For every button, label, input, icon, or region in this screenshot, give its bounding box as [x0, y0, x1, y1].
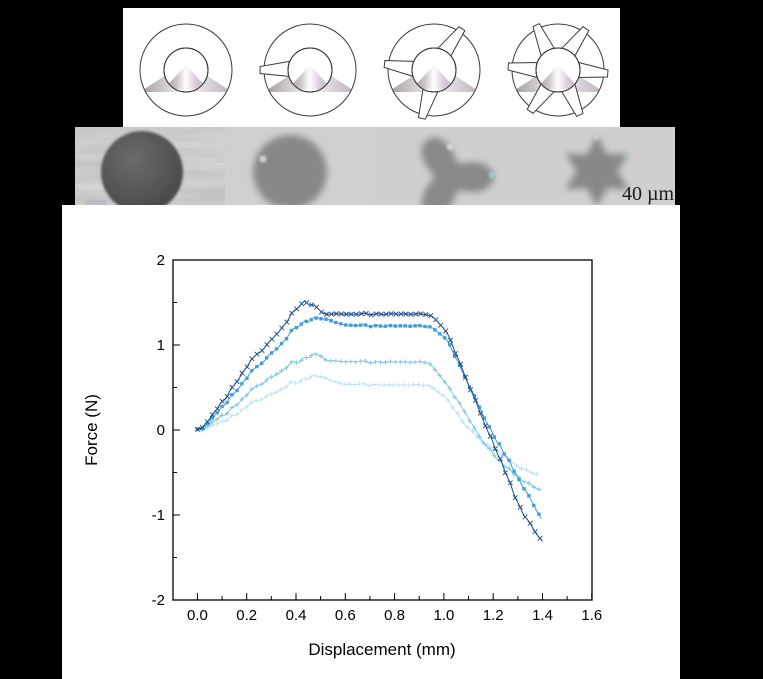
- svg-text:1.2: 1.2: [483, 607, 504, 624]
- svg-text:Displacement (mm): Displacement (mm): [308, 640, 455, 659]
- svg-text:Force (N): Force (N): [82, 394, 101, 466]
- svg-text:1.0: 1.0: [433, 607, 454, 624]
- svg-text:1.6: 1.6: [581, 607, 602, 624]
- svg-text:40 µm: 40 µm: [622, 183, 675, 205]
- svg-text:1.4: 1.4: [532, 607, 553, 624]
- svg-text:-1: -1: [152, 507, 165, 524]
- svg-text:0.0: 0.0: [187, 607, 208, 624]
- svg-text:0.6: 0.6: [335, 607, 356, 624]
- svg-text:0.8: 0.8: [384, 607, 405, 624]
- svg-text:1: 1: [157, 337, 165, 354]
- svg-text:0.2: 0.2: [236, 607, 257, 624]
- svg-text:0: 0: [157, 422, 165, 439]
- svg-text:-2: -2: [152, 592, 165, 609]
- svg-text:0.4: 0.4: [286, 607, 307, 624]
- svg-text:2: 2: [157, 252, 165, 269]
